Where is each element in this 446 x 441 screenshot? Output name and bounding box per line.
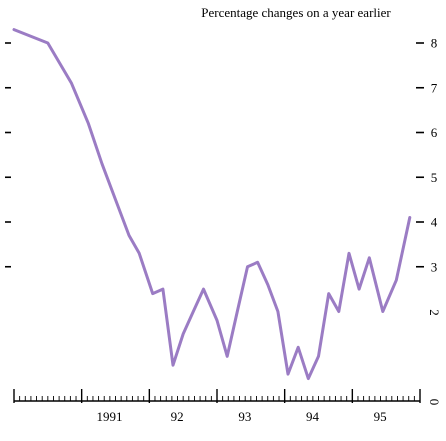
chart-title: Percentage changes on a year earlier [201,5,391,20]
x-tick-label-1991: 1991 [97,409,123,424]
x-axis [13,389,421,403]
right-axis: 0 2 3 4 5 6 7 8 [416,36,442,406]
x-tick-label-93: 93 [238,409,251,424]
y-tick-label-4: 4 [431,215,438,230]
y-tick-label-0: 0 [427,399,442,406]
y-tick-label-6: 6 [431,125,438,140]
y-tick-label-2: 2 [427,309,442,316]
y-tick-label-8: 8 [431,36,438,51]
series-line [12,28,412,381]
left-axis-ticks [5,42,11,268]
x-axis-labels: 1991 92 93 94 95 [97,409,387,424]
x-tick-label-95: 95 [374,409,387,424]
y-tick-label-3: 3 [431,259,438,274]
x-tick-label-94: 94 [306,409,320,424]
y-tick-label-5: 5 [431,170,438,185]
y-tick-label-7: 7 [431,80,438,95]
x-tick-label-92: 92 [171,409,184,424]
